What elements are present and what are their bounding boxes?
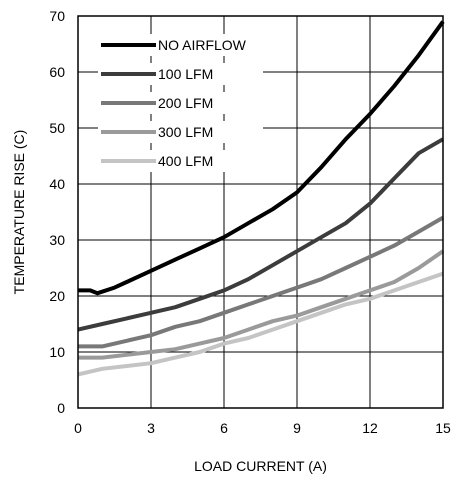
- legend-label: 100 LFM: [158, 66, 213, 82]
- x-tick-label: 0: [74, 420, 82, 436]
- x-tick-label: 15: [435, 420, 451, 436]
- y-tick-label: 30: [49, 232, 65, 248]
- legend-label: 400 LFM: [158, 153, 213, 169]
- legend-label: NO AIRFLOW: [158, 37, 247, 53]
- legend-label: 200 LFM: [158, 95, 213, 111]
- legend-entry-background: [98, 63, 263, 85]
- x-tick-label: 9: [293, 420, 301, 436]
- y-tick-label: 0: [57, 400, 65, 416]
- y-tick-label: 20: [49, 288, 65, 304]
- legend-entry-background: [98, 121, 263, 143]
- y-tick-label: 70: [49, 8, 65, 24]
- legend-entry-background: [98, 34, 263, 56]
- y-tick-label: 60: [49, 64, 65, 80]
- series-layer: [77, 20, 445, 377]
- x-tick-label: 12: [362, 420, 378, 436]
- x-tick-label: 6: [220, 420, 228, 436]
- legend-label: 300 LFM: [158, 124, 213, 140]
- x-axis-title: LOAD CURRENT (A): [194, 458, 327, 474]
- legend: NO AIRFLOW 100 LFM 200 LFM 300 LFM 400 LFM: [98, 34, 263, 172]
- series-line: [77, 137, 444, 332]
- series-line: [78, 20, 445, 296]
- tick-layer: 0 3 6 9 12 15 0 10 20 30 40 50 60 70: [49, 8, 451, 436]
- plot-frame: [77, 15, 444, 409]
- y-tick-label: 50: [49, 120, 65, 136]
- y-tick-label: 10: [49, 344, 65, 360]
- series-line: [78, 215, 444, 349]
- legend-entry-background: [98, 92, 263, 114]
- series-line: [77, 271, 444, 377]
- y-tick-label: 40: [49, 176, 65, 192]
- x-tick-label: 3: [147, 420, 155, 436]
- y-axis-title: TEMPERATURE RISE (C): [11, 130, 27, 295]
- series-line: [78, 249, 445, 360]
- legend-entry-background: [98, 150, 263, 172]
